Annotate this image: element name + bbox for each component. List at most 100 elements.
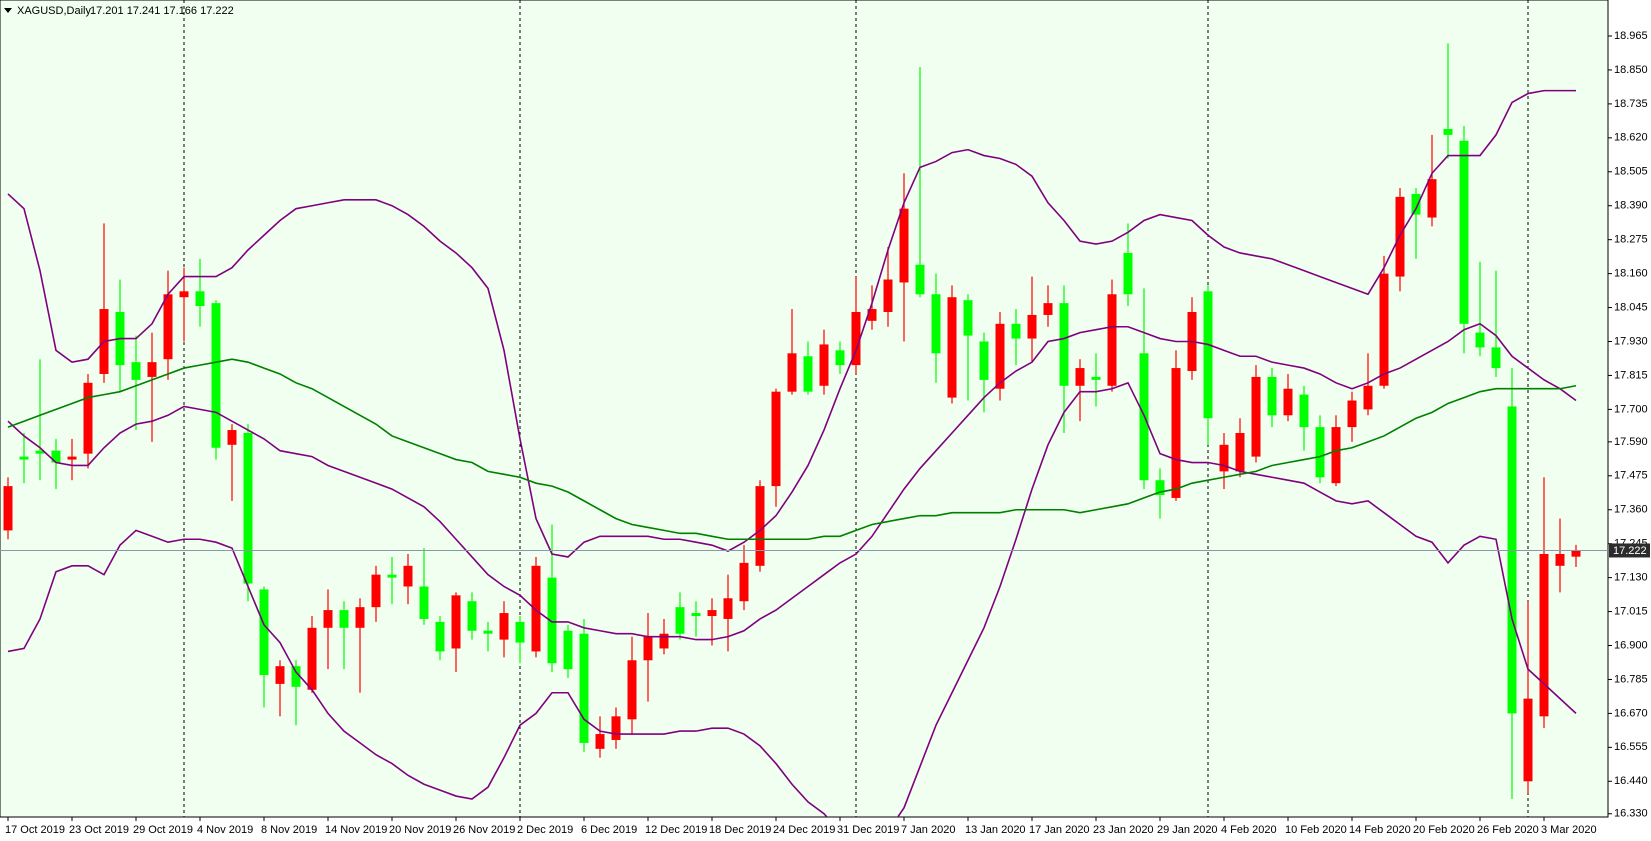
candle-body [995,323,1005,389]
y-tick-label: 18.965 [1614,30,1648,42]
x-tick-label: 20 Feb 2020 [1413,824,1475,836]
candle-body [595,734,605,749]
candle-body [83,382,93,454]
y-tick-label: 18.275 [1614,234,1648,246]
y-tick-label: 18.045 [1614,301,1648,313]
candle-body [243,432,253,584]
x-tick-label: 23 Jan 2020 [1093,824,1154,836]
candle-body [675,607,685,634]
indicator-line [7,358,1577,541]
x-tick-label: 29 Oct 2019 [133,824,193,836]
candle-body [1267,376,1277,416]
menu-arrow[interactable] [4,8,12,13]
candle-body [1091,376,1101,380]
candle-body [1171,368,1181,498]
candle-body [19,456,29,460]
candle-body [563,630,573,670]
candle-body [1331,427,1341,484]
candle-body [531,565,541,652]
y-tick-label: 17.815 [1614,369,1648,381]
candle-body [451,595,461,649]
candle-body [1459,140,1469,324]
candle-body [803,356,813,392]
x-tick-label: 7 Jan 2020 [901,824,955,836]
x-tick-label: 4 Nov 2019 [197,824,253,836]
candle-body [227,430,237,445]
x-tick-label: 10 Feb 2020 [1285,824,1347,836]
candle-body [1011,323,1021,339]
x-tick-label: 23 Oct 2019 [69,824,129,836]
candle-body [1427,179,1437,218]
candle-body [963,300,973,336]
candle-body [403,565,413,587]
candle-body [1315,427,1325,478]
candle-body [883,279,893,312]
candle-body [3,486,13,531]
candle-body [1347,400,1357,428]
candle-body [323,610,333,628]
candle-body [35,450,45,454]
candle-body [147,362,157,377]
y-tick-label: 17.700 [1614,403,1648,415]
candle-body [915,264,925,295]
y-tick-label: 16.900 [1614,639,1648,651]
indicator-line [7,381,1577,817]
x-tick-label: 24 Dec 2019 [773,824,835,836]
y-tick-label: 16.555 [1614,741,1648,753]
x-tick-label: 26 Feb 2020 [1477,824,1539,836]
candle-body [1363,385,1373,410]
ohlc-label: 17.201 17.241 17.166 17.222 [90,5,234,17]
y-tick-label: 17.475 [1614,470,1648,482]
candle-body [1571,550,1581,557]
x-tick-label: 12 Dec 2019 [645,824,707,836]
candle-body [1155,480,1165,495]
candle-body [387,574,397,578]
candle-body [1251,376,1261,457]
candle-body [435,621,445,652]
candle-body [1283,388,1293,416]
x-tick-label: 6 Dec 2019 [581,824,637,836]
x-tick-label: 20 Nov 2019 [389,824,451,836]
candle-body [787,353,797,392]
candle-body [275,666,285,684]
candle-body [1107,294,1117,386]
candle-body [51,450,61,463]
candle-body [979,341,989,380]
candle-body [627,660,637,720]
candle-body [211,303,221,448]
candle-body [723,598,733,619]
candle-body [467,601,477,631]
candle-body [867,309,877,321]
x-tick-label: 18 Dec 2019 [709,824,771,836]
x-tick-label: 26 Nov 2019 [453,824,515,836]
y-tick-label: 16.785 [1614,673,1648,685]
candle-body [1203,291,1213,419]
candle-body [195,291,205,307]
candle-body [819,344,829,386]
candle-body [1411,193,1421,215]
x-tick-label: 3 Mar 2020 [1541,824,1597,836]
candle-body [739,562,749,602]
candle-body [707,610,717,616]
y-tick-label: 18.390 [1614,200,1648,212]
x-tick-label: 13 Jan 2020 [965,824,1026,836]
candle-body [771,391,781,487]
current-price-label: 17.222 [1613,545,1647,557]
candle-body [1379,273,1389,386]
plot-layer [0,43,1608,817]
chart-title: XAGUSD,Daily [17,5,91,17]
candle-body [131,362,141,380]
y-tick-label: 18.850 [1614,64,1648,76]
candle-body [1075,368,1085,386]
x-tick-label: 14 Feb 2020 [1349,824,1411,836]
y-tick-label: 16.670 [1614,707,1648,719]
x-tick-label: 8 Nov 2019 [261,824,317,836]
candle-body [931,294,941,354]
y-tick-label: 17.360 [1614,504,1648,516]
x-tick-label: 17 Jan 2020 [1029,824,1090,836]
candle-body [851,311,861,366]
indicator-line [7,89,1576,558]
y-tick-label: 17.015 [1614,605,1648,617]
candle-body [899,208,909,283]
